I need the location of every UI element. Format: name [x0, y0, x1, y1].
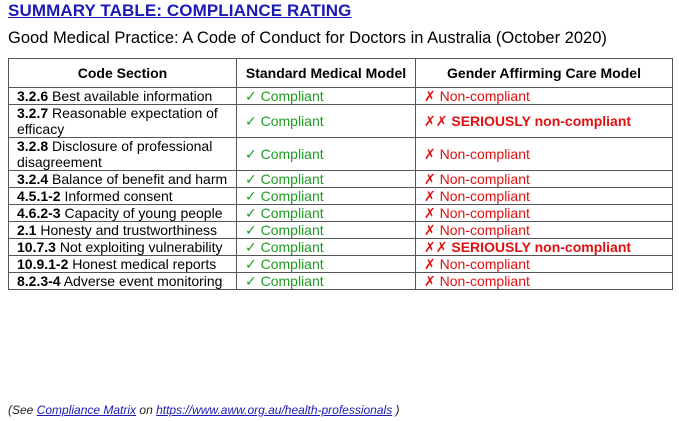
- code-number: 3.2.4: [17, 171, 49, 187]
- standard-model-rating: ✓ Compliant: [236, 87, 416, 105]
- code-description: Not exploiting vulnerability: [55, 239, 223, 255]
- standard-model-rating: ✓ Compliant: [236, 238, 416, 256]
- code-section-cell: 10.7.3 Not exploiting vulnerability: [8, 238, 237, 256]
- gac-model-rating: ✗ Non-compliant: [415, 137, 673, 171]
- standard-model-rating: ✓ Compliant: [236, 255, 416, 273]
- table-row: 3.2.8 Disclosure of professional disagre…: [8, 137, 673, 171]
- footer-note: (See Compliance Matrix on https://www.aw…: [8, 403, 400, 417]
- code-number: 10.7.3: [17, 239, 56, 255]
- table-row: 4.6.2-3 Capacity of young people ✓ Compli…: [8, 204, 673, 222]
- gac-model-rating: ✗ Non-compliant: [415, 187, 673, 205]
- standard-model-rating: ✓ Compliant: [236, 137, 416, 171]
- code-number: 2.1: [17, 222, 37, 238]
- header-code-section: Code Section: [8, 58, 237, 88]
- table-row: 3.2.4 Balance of benefit and harm ✓ Compl…: [8, 170, 673, 188]
- table-row: 3.2.6 Best available information ✓ Compli…: [8, 87, 673, 105]
- code-description: Honest medical reports: [68, 256, 217, 272]
- gac-model-rating: ✗ Non-compliant: [415, 87, 673, 105]
- table-body: 3.2.6 Best available information ✓ Compli…: [8, 87, 673, 290]
- code-number: 3.2.8: [17, 138, 49, 154]
- gac-model-rating: ✗✗ SERIOUSLY non-compliant: [415, 104, 673, 138]
- code-section-cell: 3.2.4 Balance of benefit and harm: [8, 170, 237, 188]
- code-number: 10.9.1-2: [17, 256, 69, 272]
- table-row: 2.1 Honesty and trustworthiness ✓ Complia…: [8, 221, 673, 239]
- header-gac-model: Gender Affirming Care Model: [415, 58, 673, 88]
- gac-model-rating: ✗ Non-compliant: [415, 204, 673, 222]
- code-description: Balance of benefit and harm: [48, 171, 228, 187]
- health-professionals-link[interactable]: https://www.aww.org.au/health-profession…: [156, 403, 393, 417]
- code-description: Disclosure of professional disagreement: [17, 138, 217, 170]
- table-header-row: Code Section Standard Medical Model Gend…: [8, 58, 673, 88]
- code-number: 4.5.1-2: [17, 188, 61, 204]
- code-section-cell: 3.2.7 Reasonable expectation of efficacy: [8, 104, 237, 138]
- page-title: SUMMARY TABLE: COMPLIANCE RATING: [8, 1, 352, 20]
- standard-model-rating: ✓ Compliant: [236, 272, 416, 290]
- table-row: 8.2.3-4 Adverse event monitoring ✓ Compli…: [8, 272, 673, 290]
- standard-model-rating: ✓ Compliant: [236, 104, 416, 138]
- standard-model-rating: ✓ Compliant: [236, 204, 416, 222]
- code-description: Honesty and trustworthiness: [36, 222, 217, 238]
- header-standard-model: Standard Medical Model: [236, 58, 416, 88]
- footer-prefix: (See: [8, 403, 37, 417]
- footer-suffix: ): [392, 403, 400, 417]
- compliance-table: Code Section Standard Medical Model Gend…: [8, 58, 673, 290]
- gac-model-rating: ✗ Non-compliant: [415, 272, 673, 290]
- table-row: 3.2.7 Reasonable expectation of efficacy…: [8, 104, 673, 138]
- code-section-cell: 4.5.1-2 Informed consent: [8, 187, 237, 205]
- code-section-cell: 10.9.1-2 Honest medical reports: [8, 255, 237, 273]
- gac-model-rating: ✗✗ SERIOUSLY non-compliant: [415, 238, 673, 256]
- code-section-cell: 3.2.8 Disclosure of professional disagre…: [8, 137, 237, 171]
- page-subtitle: Good Medical Practice: A Code of Conduct…: [8, 29, 607, 47]
- standard-model-rating: ✓ Compliant: [236, 187, 416, 205]
- table-row: 10.9.1-2 Honest medical reports ✓ Complia…: [8, 255, 673, 273]
- code-number: 3.2.7: [17, 105, 49, 121]
- code-section-cell: 8.2.3-4 Adverse event monitoring: [8, 272, 237, 290]
- gac-model-rating: ✗ Non-compliant: [415, 255, 673, 273]
- code-description: Informed consent: [60, 188, 173, 204]
- table-row: 10.7.3 Not exploiting vulnerability ✓ Com…: [8, 238, 673, 256]
- code-description: Best available information: [48, 88, 213, 104]
- code-number: 8.2.3-4: [17, 273, 61, 289]
- code-description: Reasonable expectation of efficacy: [17, 105, 222, 137]
- code-section-cell: 4.6.2-3 Capacity of young people: [8, 204, 237, 222]
- code-description: Adverse event monitoring: [60, 273, 223, 289]
- compliance-matrix-link[interactable]: Compliance Matrix: [36, 403, 137, 417]
- code-description: Capacity of young people: [60, 205, 223, 221]
- standard-model-rating: ✓ Compliant: [236, 221, 416, 239]
- gac-model-rating: ✗ Non-compliant: [415, 170, 673, 188]
- footer-middle: on: [136, 403, 157, 417]
- code-section-cell: 2.1 Honesty and trustworthiness: [8, 221, 237, 239]
- table-row: 4.5.1-2 Informed consent ✓ Compliant ✗ Non…: [8, 187, 673, 205]
- code-section-cell: 3.2.6 Best available information: [8, 87, 237, 105]
- standard-model-rating: ✓ Compliant: [236, 170, 416, 188]
- gac-model-rating: ✗ Non-compliant: [415, 221, 673, 239]
- code-number: 4.6.2-3: [17, 205, 61, 221]
- code-number: 3.2.6: [17, 88, 49, 104]
